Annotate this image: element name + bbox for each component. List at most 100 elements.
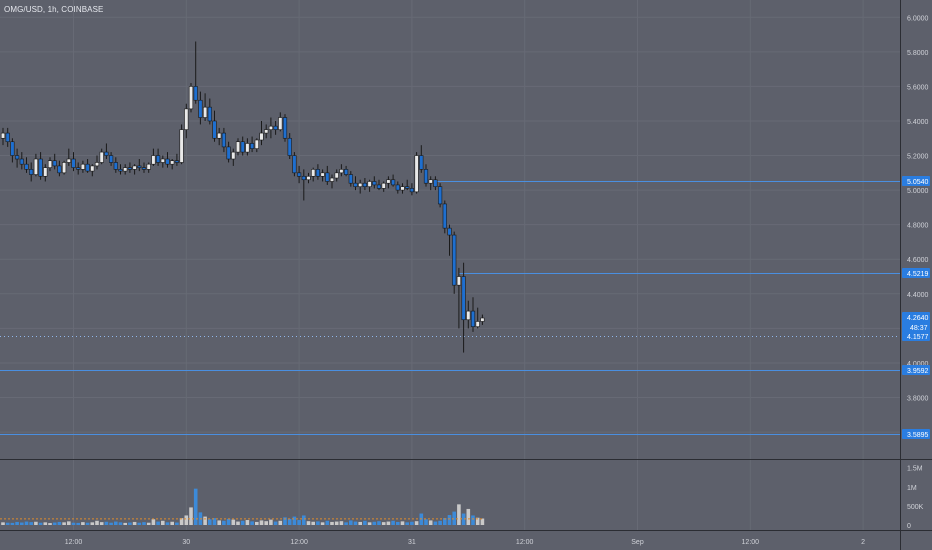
volume-bar xyxy=(1,522,5,525)
volume-bar xyxy=(372,521,377,525)
candle-body xyxy=(339,169,344,174)
time-tick-label: Sep xyxy=(631,539,644,546)
volume-bar xyxy=(76,522,80,525)
volume-bar xyxy=(34,521,38,525)
volume-bar xyxy=(424,519,428,525)
volume-bar xyxy=(414,521,419,525)
volume-bar xyxy=(367,522,372,525)
volume-bar xyxy=(386,521,391,525)
volume-bar xyxy=(283,517,287,525)
volume-bar xyxy=(405,522,409,525)
volume-bar xyxy=(99,522,104,525)
candle-body xyxy=(66,158,71,163)
candle-body xyxy=(381,182,386,189)
volume-bar xyxy=(146,522,151,525)
candle-body xyxy=(118,169,123,172)
candle-body xyxy=(207,106,212,122)
candle-body xyxy=(212,120,217,139)
volume-bar xyxy=(255,521,259,525)
volume-bar xyxy=(320,522,325,525)
volume-bar xyxy=(428,520,433,525)
volume-tick-label: 1M xyxy=(907,485,917,492)
candle-body xyxy=(348,174,353,184)
volume-bar xyxy=(377,521,381,525)
candle-body xyxy=(343,169,349,175)
volume-bar xyxy=(170,521,174,525)
volume-bar xyxy=(193,488,198,525)
candle-body xyxy=(329,177,335,182)
candle-body xyxy=(447,227,452,236)
volume-bar xyxy=(250,521,254,525)
volume-bar xyxy=(302,515,306,525)
time-tick-label: 31 xyxy=(408,539,416,546)
candle-body xyxy=(250,143,255,149)
candle-body xyxy=(43,167,48,177)
candle-body xyxy=(61,162,67,174)
volume-bar xyxy=(81,522,85,525)
volume-bar xyxy=(85,522,90,525)
candle-body xyxy=(282,117,288,139)
candle-body xyxy=(409,188,415,193)
volume-bar xyxy=(109,522,113,525)
volume-bar xyxy=(443,518,447,525)
volume-bar xyxy=(480,518,485,525)
volume-bar xyxy=(10,522,15,525)
volume-bar xyxy=(311,521,315,525)
time-tick-label: 12:00 xyxy=(65,539,83,546)
candle-body xyxy=(226,146,231,160)
candle-body xyxy=(5,132,10,143)
candle-body xyxy=(203,106,208,118)
volume-bar xyxy=(457,504,461,525)
dotted-level-price-label-bg xyxy=(902,331,930,341)
candle-body xyxy=(132,165,137,170)
candle-body xyxy=(292,155,297,174)
volume-bar xyxy=(297,520,301,525)
candle-body xyxy=(466,310,471,321)
candle-body xyxy=(367,181,372,187)
volume-bar xyxy=(226,518,231,525)
candle-body xyxy=(456,276,462,286)
volume-bar xyxy=(57,521,62,525)
volume-bar xyxy=(128,522,132,525)
candle-body xyxy=(146,163,151,170)
candle-body xyxy=(94,162,100,167)
candle-body xyxy=(217,132,222,139)
price-tick-label: 4.6000 xyxy=(907,257,929,264)
volume-bar xyxy=(123,522,127,525)
volume-bar xyxy=(208,519,212,525)
volume-bar xyxy=(5,522,10,525)
volume-bar xyxy=(43,522,48,525)
current-price-label: 4.2640 xyxy=(907,315,929,322)
candle-body xyxy=(123,167,128,172)
candle-body xyxy=(386,179,391,184)
candle-body xyxy=(452,234,457,286)
volume-bar xyxy=(212,518,217,525)
candle-body xyxy=(193,86,198,101)
candle-body xyxy=(414,155,419,193)
volume-bar xyxy=(475,517,480,525)
time-tick-label: 12:00 xyxy=(516,539,534,546)
volume-bar xyxy=(339,521,344,525)
candle-body xyxy=(188,86,194,110)
candle-body xyxy=(184,108,189,130)
candle-body xyxy=(428,179,433,184)
volume-tick-label: 0 xyxy=(907,523,911,530)
volume-bar xyxy=(217,520,221,525)
volume-bar xyxy=(400,521,405,525)
candle-body xyxy=(19,158,24,165)
volume-bar xyxy=(259,520,264,525)
candle-body xyxy=(165,158,170,165)
price-tick-label: 5.8000 xyxy=(907,50,929,57)
volume-bar xyxy=(452,511,456,525)
candle-body xyxy=(461,276,466,321)
candle-body xyxy=(33,158,38,175)
volume-bar xyxy=(316,521,320,525)
volume-bar xyxy=(358,521,362,525)
volume-bar xyxy=(269,519,273,525)
volume-bar xyxy=(391,520,395,525)
volume-bar xyxy=(396,521,400,525)
candle-body xyxy=(442,203,447,229)
volume-bar xyxy=(264,521,268,525)
